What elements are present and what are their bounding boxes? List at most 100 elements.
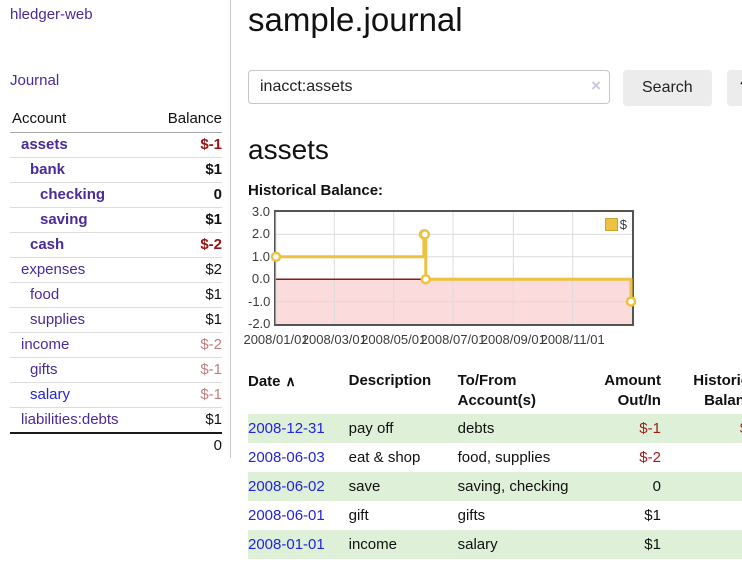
- transaction-accounts: salary: [457, 530, 592, 559]
- transaction-accounts: debts: [457, 414, 592, 443]
- transaction-accounts: saving, checking: [457, 472, 592, 501]
- accounts-total-value: 0: [149, 432, 222, 458]
- help-button[interactable]: ?: [726, 70, 742, 106]
- account-balance: $-1: [149, 357, 222, 383]
- register-row: 2008-06-02 save saving, checking 0 $2: [248, 472, 742, 501]
- register-row: 2008-06-01 gift gifts $1 $2: [248, 501, 742, 530]
- accounts-header-row: Account Balance: [10, 106, 222, 133]
- transaction-description: eat & shop: [348, 449, 421, 466]
- transaction-balance: $1: [660, 530, 742, 559]
- chart-legend: $: [602, 216, 629, 233]
- account-balance: $-1: [149, 382, 222, 408]
- search-button[interactable]: Search: [623, 70, 712, 106]
- account-row-food: food $1: [10, 282, 222, 308]
- register-col-description: Description: [348, 372, 432, 389]
- historical-balance-chart: $ 3.0 2.0 1.0 0.0 -1.0 -2.0 2008/01/01 2008/03/…: [243, 205, 742, 350]
- account-link-gifts[interactable]: gifts: [30, 361, 58, 378]
- y-axis-tick-label: -1.0: [248, 293, 271, 309]
- legend-label: $: [619, 217, 627, 232]
- sidebar: hledger-web Journal Account Balance asse…: [0, 0, 231, 458]
- account-balance: $-2: [149, 332, 222, 358]
- account-row-supplies: supplies $1: [10, 307, 222, 333]
- account-row-cash: cash $-2: [10, 232, 222, 258]
- register-row: 2008-01-01 income salary $1 $1: [248, 530, 742, 559]
- legend-swatch-icon: [604, 218, 618, 231]
- account-link-salary[interactable]: salary: [30, 386, 71, 403]
- account-link-supplies[interactable]: supplies: [30, 311, 86, 328]
- account-balance: $-2: [149, 232, 222, 258]
- account-link-income[interactable]: income: [21, 336, 70, 353]
- transaction-date-link[interactable]: 2008-06-01: [248, 507, 325, 524]
- sidebar-item-journal[interactable]: Journal: [10, 72, 60, 89]
- register-header-row: Date ∧ Description To/From Account(s) Amo…: [248, 368, 742, 414]
- account-row-salary: salary $-1: [10, 382, 222, 408]
- register-col-date[interactable]: Date ∧: [248, 373, 296, 390]
- transaction-date-link[interactable]: 2008-06-02: [248, 478, 325, 495]
- chart-plot-area: $: [270, 210, 637, 326]
- transaction-balance: 0: [661, 443, 742, 472]
- account-link-liabilities-debts[interactable]: liabilities:debts: [21, 411, 119, 428]
- x-axis-tick-label: 2008/03/01: [301, 332, 367, 347]
- account-row-expenses: expenses $2: [10, 257, 222, 283]
- transaction-amount: $-2: [639, 449, 661, 466]
- transaction-description: save: [348, 472, 458, 501]
- account-link-cash[interactable]: cash: [30, 236, 65, 253]
- transaction-balance: $-1: [660, 414, 742, 443]
- account-balance: 0: [149, 182, 222, 208]
- account-link-expenses[interactable]: expenses: [21, 261, 86, 278]
- transaction-amount: $1: [644, 507, 661, 524]
- account-balance: $1: [149, 207, 222, 233]
- y-axis-tick-label: -2.0: [248, 316, 271, 331]
- transaction-balance: $2: [661, 501, 742, 530]
- transaction-date-link[interactable]: 2008-01-01: [248, 536, 325, 553]
- x-axis-tick-label: 2008/01/01: [243, 332, 309, 347]
- account-link-bank[interactable]: bank: [30, 161, 66, 178]
- app-title-link[interactable]: hledger-web: [10, 6, 93, 23]
- transaction-accounts: food, supplies: [457, 449, 551, 466]
- account-row-income: income $-2: [10, 332, 222, 358]
- y-axis-tick-label: 0.0: [251, 271, 270, 287]
- search-box: ×: [248, 70, 610, 104]
- account-balance: $1: [149, 157, 222, 183]
- chart-series-svg: [270, 212, 637, 324]
- transaction-amount: $-1: [591, 414, 661, 443]
- transaction-date-link[interactable]: 2008-12-31: [248, 420, 325, 437]
- account-row-bank: bank $1: [10, 157, 222, 183]
- transaction-description: gift: [348, 507, 369, 524]
- x-axis-tick-label: 2008/09/01: [480, 332, 546, 347]
- account-row-assets: assets $-1: [10, 133, 222, 158]
- accounts-table: Account Balance assets $-1 bank $1 check…: [10, 106, 222, 458]
- search-bar: × Search ?: [248, 70, 742, 106]
- page-title: sample.journal: [248, 1, 463, 38]
- transaction-amount: $1: [591, 530, 661, 559]
- account-row-liabilities-debts: liabilities:debts $1: [10, 407, 222, 433]
- accounts-col-account: Account: [10, 106, 150, 133]
- transaction-date-link[interactable]: 2008-06-03: [248, 449, 325, 466]
- main-content: sample.journal × Search ? assets Histori…: [231, 0, 742, 559]
- y-axis-tick-label: 2.0: [251, 226, 270, 242]
- register-row: 2008-12-31 pay off debts $-1 $-1: [248, 414, 742, 443]
- account-balance: $2: [149, 257, 222, 283]
- account-link-assets[interactable]: assets: [21, 136, 68, 153]
- account-balance: $1: [149, 282, 222, 308]
- transaction-description: pay off: [348, 414, 458, 443]
- account-heading: assets: [248, 134, 329, 165]
- account-link-food[interactable]: food: [30, 286, 60, 303]
- hledger-web-app: hledger-web Journal Account Balance asse…: [0, 0, 742, 559]
- register-col-amount: Amount Out/In: [604, 372, 661, 409]
- transaction-description: income: [348, 530, 458, 559]
- account-row-saving: saving $1: [10, 207, 222, 233]
- account-link-saving[interactable]: saving: [40, 211, 88, 228]
- search-input[interactable]: [248, 70, 610, 104]
- transaction-amount: 0: [591, 472, 661, 501]
- x-axis-tick-label: 2008/11/01: [540, 332, 605, 347]
- account-link-checking[interactable]: checking: [40, 186, 106, 203]
- register-table: Date ∧ Description To/From Account(s) Amo…: [248, 368, 742, 559]
- sort-ascending-icon: ∧: [285, 373, 296, 389]
- x-axis-tick-label: 2008/07/01: [420, 332, 486, 347]
- accounts-total-row: 0: [10, 432, 222, 458]
- register-col-historical: Historical Balance: [693, 372, 742, 409]
- clear-search-icon[interactable]: ×: [591, 76, 601, 95]
- transaction-balance: $2: [660, 472, 742, 501]
- account-balance: $1: [149, 407, 222, 433]
